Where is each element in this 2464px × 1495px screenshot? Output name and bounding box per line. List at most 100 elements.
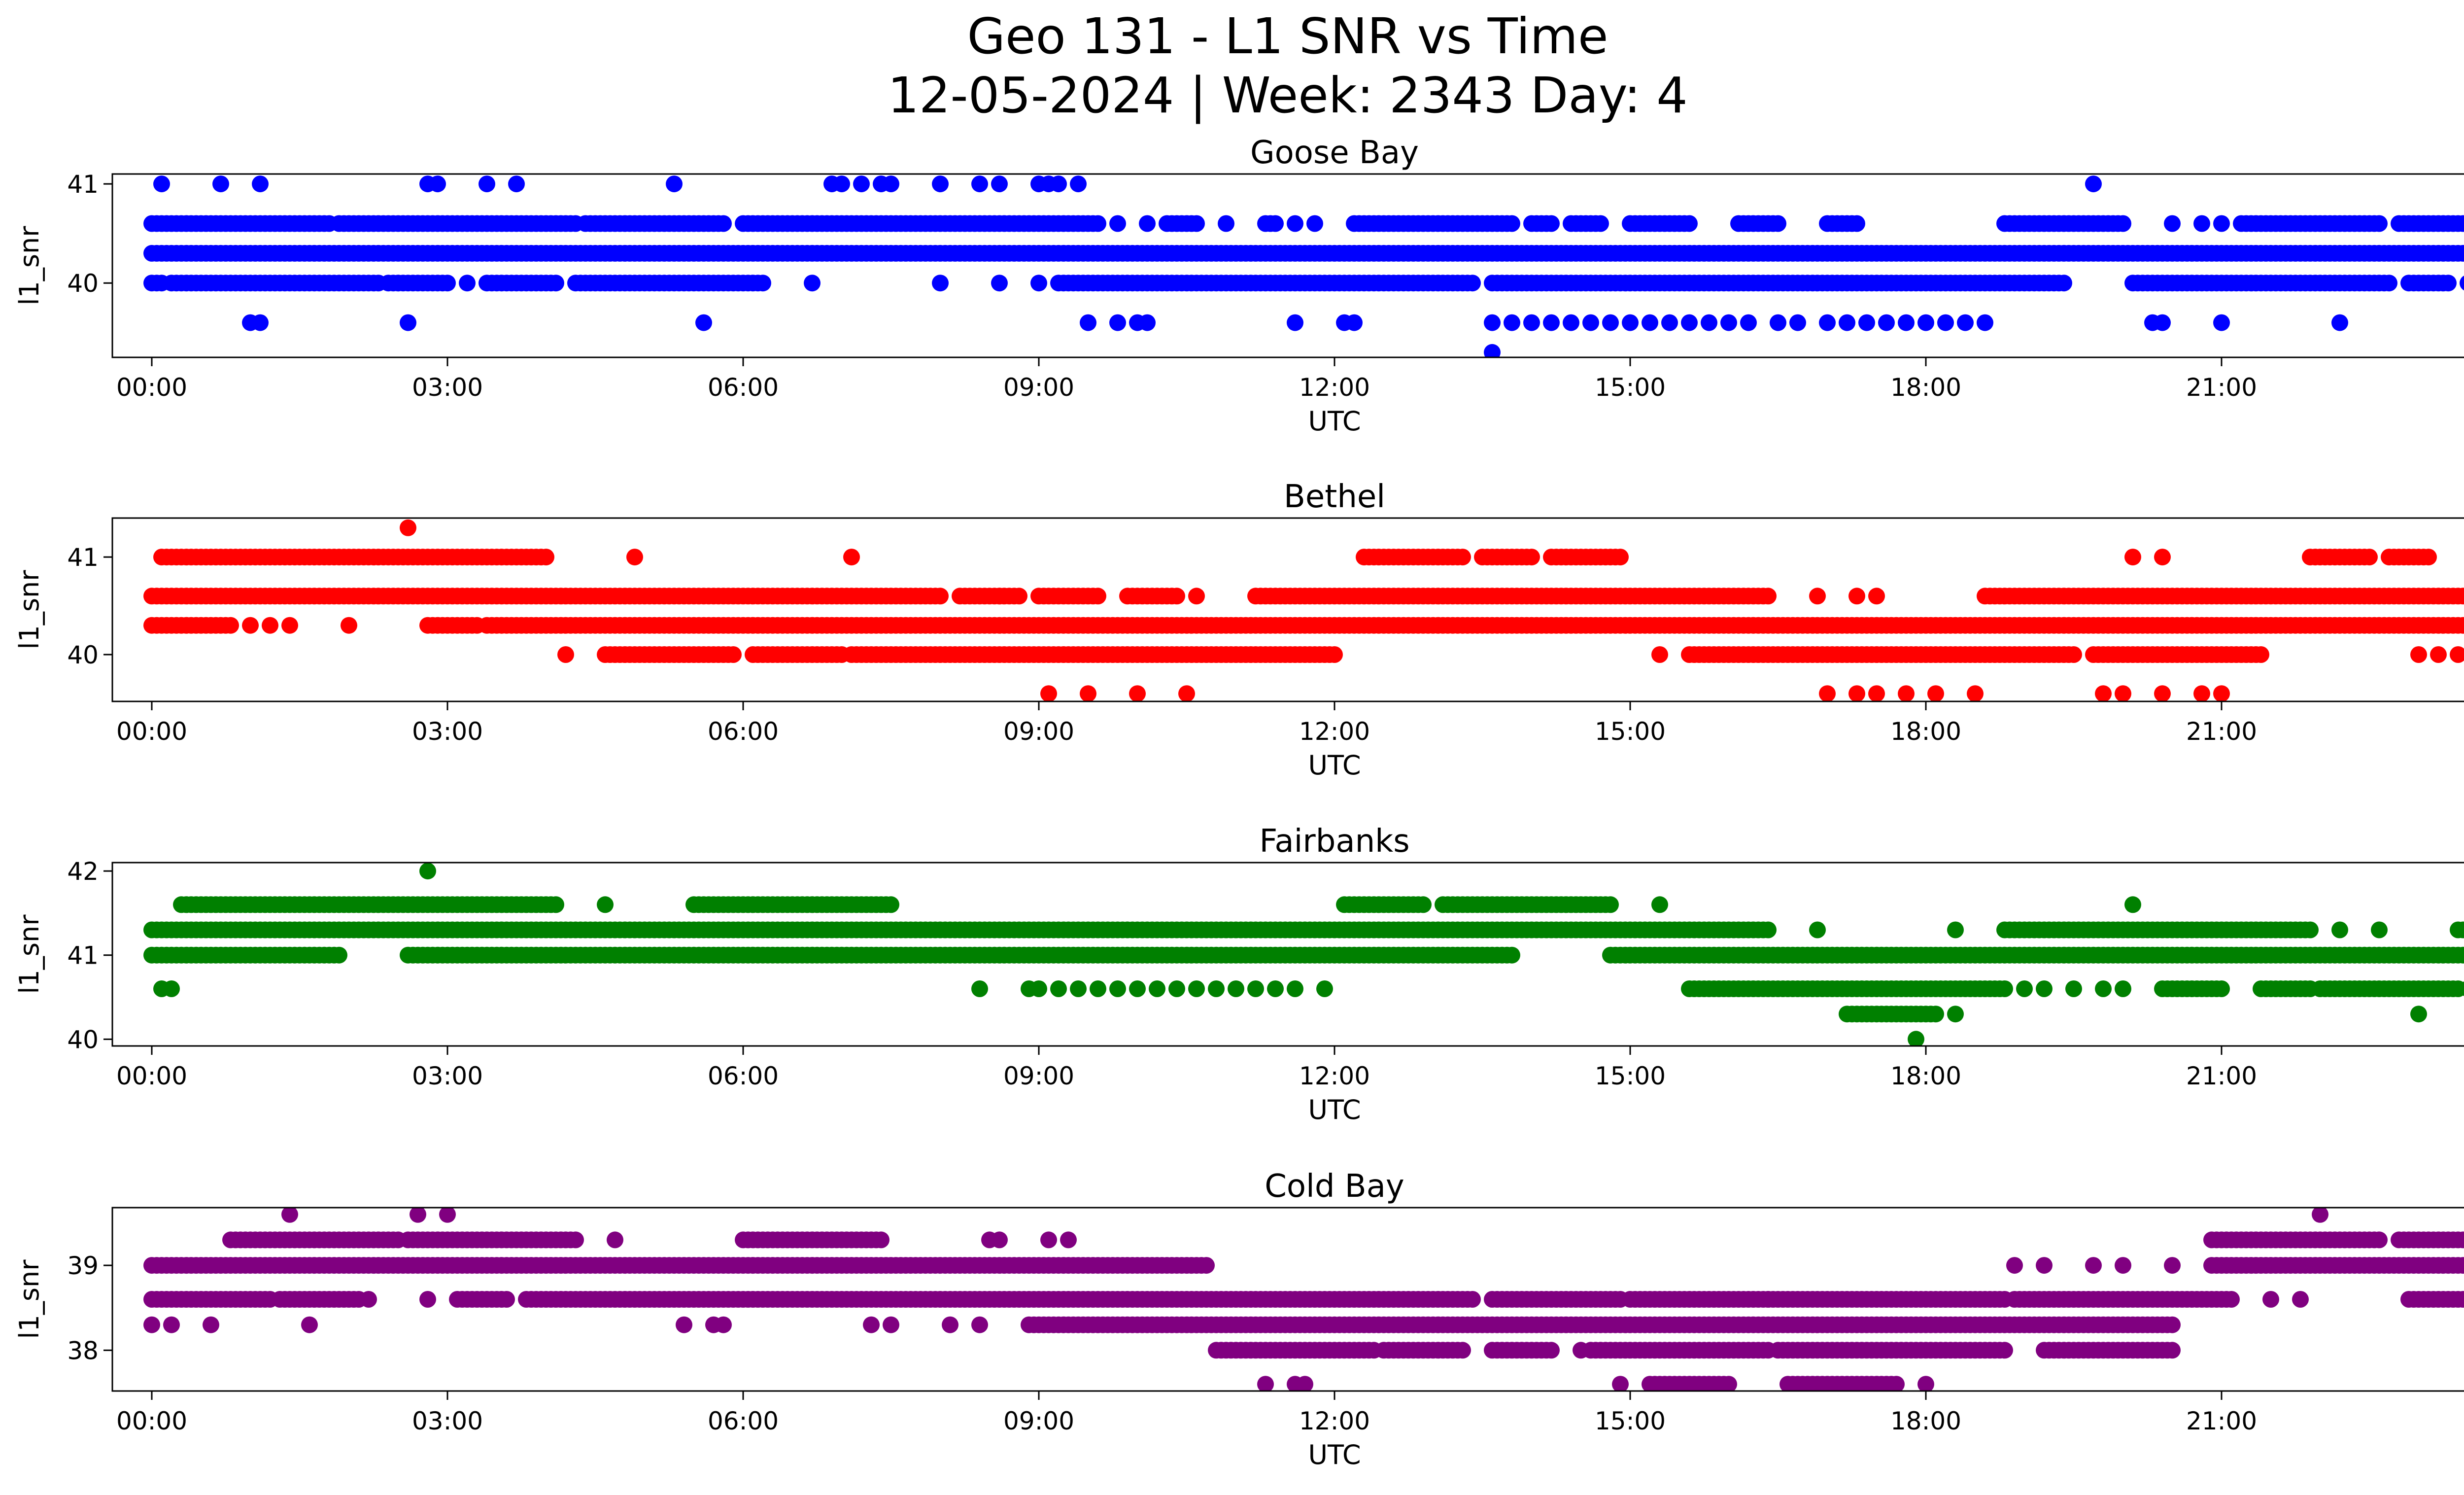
y-axis-label: l1_snr — [14, 570, 45, 650]
data-point — [1602, 896, 1619, 913]
data-point — [2420, 549, 2437, 566]
data-point — [508, 175, 525, 193]
data-point — [2381, 275, 2397, 292]
data-point — [1848, 685, 1865, 701]
data-point — [1839, 314, 1855, 331]
x-tick-label: 21:00 — [2186, 373, 2257, 402]
data-point — [1129, 685, 1146, 701]
data-point — [1868, 685, 1885, 701]
data-point — [932, 588, 949, 605]
data-point — [331, 946, 347, 964]
data-point — [1050, 980, 1067, 997]
data-point — [2460, 276, 2464, 291]
data-point — [1080, 314, 1096, 331]
data-point — [2036, 980, 2053, 997]
data-point — [2460, 216, 2464, 231]
data-point — [1898, 314, 1915, 331]
data-point — [2016, 980, 2033, 997]
data-point — [695, 314, 712, 331]
data-point — [1809, 588, 1826, 605]
x-tick-label: 12:00 — [1299, 373, 1370, 402]
data-point — [1661, 314, 1678, 331]
x-tick-label: 21:00 — [2186, 717, 2257, 746]
data-point — [883, 896, 899, 913]
data-point — [1681, 314, 1698, 331]
figure-title-line2: 12-05-2024 | Week: 2343 Day: 4 — [888, 67, 1687, 124]
data-point — [1070, 175, 1087, 193]
y-axis-label: l1_snr — [14, 226, 45, 306]
y-axis-label: l1_snr — [14, 914, 45, 994]
data-point — [252, 314, 269, 331]
x-tick-label: 15:00 — [1595, 717, 1666, 746]
data-point — [1878, 314, 1895, 331]
y-tick-label: 41 — [67, 941, 99, 970]
data-point — [1149, 980, 1165, 997]
data-point — [548, 896, 564, 913]
data-points — [143, 1208, 2464, 1391]
data-point — [1218, 215, 1234, 232]
data-point — [1287, 980, 1303, 997]
data-point — [2065, 980, 2082, 997]
data-point — [843, 549, 860, 566]
data-point — [1287, 215, 1303, 232]
data-point — [971, 980, 988, 997]
data-point — [2331, 921, 2348, 939]
data-point — [2450, 646, 2464, 663]
data-point — [1770, 215, 1786, 232]
data-point — [2055, 275, 2072, 292]
data-point — [2450, 980, 2464, 997]
data-point — [2371, 921, 2388, 939]
data-point — [2164, 215, 2181, 232]
data-point — [1070, 980, 1087, 997]
data-point — [2213, 685, 2230, 701]
x-tick-label: 00:00 — [116, 717, 187, 746]
data-point — [1109, 314, 1126, 331]
subplot-title: Goose Bay — [1250, 135, 1419, 171]
data-point — [2164, 1316, 2181, 1333]
data-point — [498, 1291, 515, 1308]
data-point — [281, 617, 298, 634]
data-point — [1701, 314, 1717, 331]
data-point — [873, 1231, 890, 1249]
data-point — [1898, 685, 1915, 701]
x-axis-label: UTC — [1308, 406, 1361, 437]
data-point — [1090, 215, 1106, 232]
data-point — [419, 863, 436, 880]
data-point — [1188, 588, 1205, 605]
data-points — [143, 175, 2464, 357]
data-point — [1543, 215, 1560, 232]
data-point — [400, 314, 416, 331]
data-point — [2124, 896, 2141, 913]
data-point — [2124, 549, 2141, 566]
data-point — [1760, 588, 1777, 605]
data-point — [1760, 921, 1777, 939]
data-point — [2302, 921, 2319, 939]
data-point — [538, 549, 554, 566]
data-point — [804, 275, 821, 292]
data-point — [1957, 314, 1974, 331]
data-point — [1947, 921, 1964, 939]
data-point — [1267, 215, 1284, 232]
data-point — [883, 175, 899, 193]
data-point — [2460, 947, 2464, 963]
data-point — [1346, 314, 1363, 331]
data-point — [1306, 215, 1323, 232]
data-point — [2460, 618, 2464, 633]
data-point — [479, 175, 495, 193]
data-point — [1504, 215, 1520, 232]
data-point — [2065, 646, 2082, 663]
data-point — [1848, 588, 1865, 605]
data-point — [1612, 549, 1629, 566]
data-point — [1139, 215, 1156, 232]
y-tick-label: 40 — [67, 641, 99, 669]
data-point — [715, 215, 732, 232]
data-point — [1927, 685, 1944, 701]
data-point — [2410, 646, 2427, 663]
x-tick-label: 21:00 — [2186, 1062, 2257, 1090]
data-point — [252, 175, 269, 193]
data-point — [1228, 980, 1244, 997]
data-point — [1198, 1257, 1215, 1274]
data-point — [1247, 980, 1264, 997]
